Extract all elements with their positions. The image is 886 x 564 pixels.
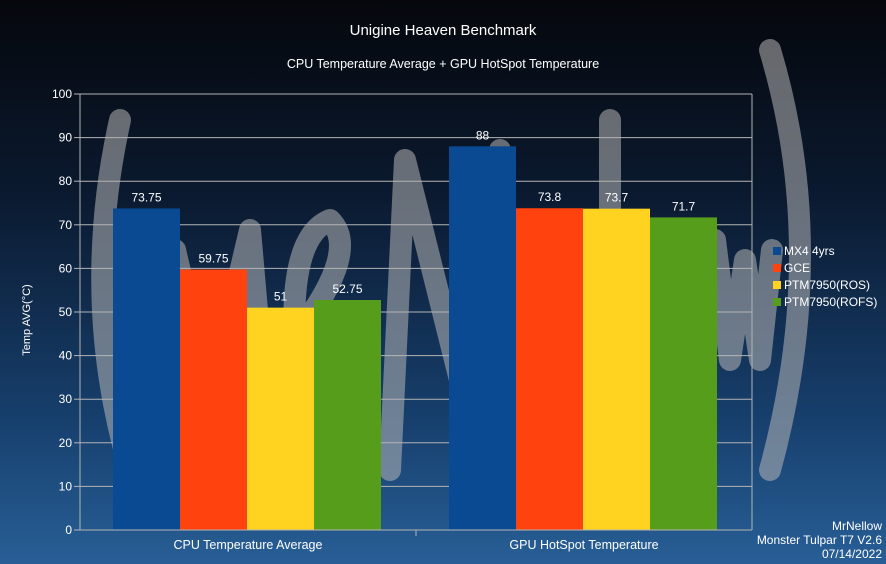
legend-entry: GCE [784, 261, 810, 275]
data-label: 52.75 [332, 282, 362, 296]
y-tick-label: 50 [59, 305, 73, 319]
y-tick-label: 20 [59, 436, 73, 450]
bar [247, 307, 314, 530]
data-label: 73.7 [605, 191, 629, 205]
y-tick-label: 70 [59, 218, 73, 232]
chart-subtitle: CPU Temperature Average + GPU HotSpot Te… [287, 57, 599, 71]
y-tick-label: 0 [65, 523, 72, 537]
legend-swatch [773, 264, 781, 272]
chart-title: Unigine Heaven Benchmark [350, 22, 537, 39]
x-category-label: CPU Temperature Average [174, 538, 323, 552]
bar [314, 300, 381, 530]
y-tick-label: 10 [59, 479, 73, 493]
legend-swatch [773, 247, 781, 255]
legend: MX4 4yrs GCE PTM7950(ROS) PTM7950(ROFS) [773, 244, 877, 309]
axes [79, 94, 753, 536]
y-tick-label: 30 [59, 392, 73, 406]
bar [180, 269, 247, 530]
y-tick-label: 80 [59, 174, 73, 188]
y-tick-label: 100 [52, 87, 72, 101]
y-tick-labels: 0 10 20 30 40 50 60 70 80 90 100 [52, 87, 72, 537]
data-label: 73.8 [538, 190, 562, 204]
credit-device: Monster Tulpar T7 V2.6 [757, 533, 883, 547]
y-tick-label: 40 [59, 349, 73, 363]
bar [516, 208, 583, 530]
x-category-labels: CPU Temperature Average GPU HotSpot Tempe… [174, 538, 659, 552]
bar [650, 217, 717, 530]
bar [449, 146, 516, 530]
data-label: 73.75 [131, 190, 161, 204]
legend-entry: MX4 4yrs [784, 244, 835, 258]
data-label: 59.75 [198, 251, 228, 265]
data-label: 88 [476, 128, 490, 142]
credit-author: MrNellow [832, 519, 882, 533]
legend-entry: PTM7950(ROFS) [784, 295, 877, 309]
bars [113, 146, 717, 530]
y-tick-label: 60 [59, 261, 73, 275]
credit-date: 07/14/2022 [822, 547, 882, 561]
data-labels: 73.75 59.75 51 52.75 88 73.8 73.7 71.7 [131, 128, 695, 303]
bar [583, 208, 650, 530]
y-tick-label: 90 [59, 131, 73, 145]
data-label: 51 [274, 290, 288, 304]
legend-swatch [773, 281, 781, 289]
credit-block: MrNellow Monster Tulpar T7 V2.6 07/14/20… [757, 519, 883, 561]
x-category-label: GPU HotSpot Temperature [509, 538, 658, 552]
y-axis-label: Temp AVG(°C) [21, 284, 33, 355]
bar [113, 208, 180, 530]
data-label: 71.7 [672, 199, 696, 213]
legend-entry: PTM7950(ROS) [784, 278, 870, 292]
legend-swatch [773, 298, 781, 306]
